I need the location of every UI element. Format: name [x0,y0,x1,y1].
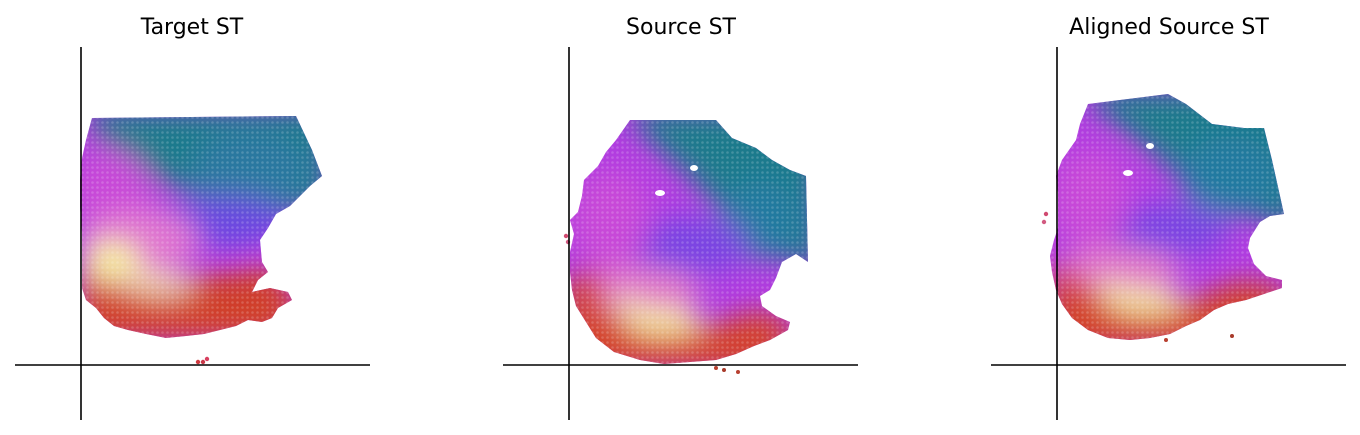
stray-spot [722,368,726,372]
stray-spot [200,359,206,365]
panel-source: Source ST [503,15,858,420]
stray-spot [1043,211,1049,217]
panel-aligned: Aligned Source ST [991,15,1346,420]
tissue-scatter [570,120,808,364]
stray-spot [195,359,201,365]
panel-title: Source ST [626,15,737,40]
panel-title: Aligned Source ST [1069,15,1269,40]
panel-title: Target ST [140,15,244,40]
stray-spot [1041,219,1047,225]
tissue-hole [1146,143,1154,149]
tissue-hole [655,190,665,196]
tissue-hole [690,165,698,171]
stray-spot [736,370,740,374]
tissue-scatter [1050,94,1284,340]
stray-spot [1164,338,1168,342]
stray-spot [1230,334,1234,338]
panel-target: Target ST [15,15,370,420]
stray-spot [714,366,718,370]
stray-spot [204,356,210,362]
tissue-scatter [80,116,322,338]
tissue-hole [1123,170,1133,176]
stray-spot [563,233,569,239]
